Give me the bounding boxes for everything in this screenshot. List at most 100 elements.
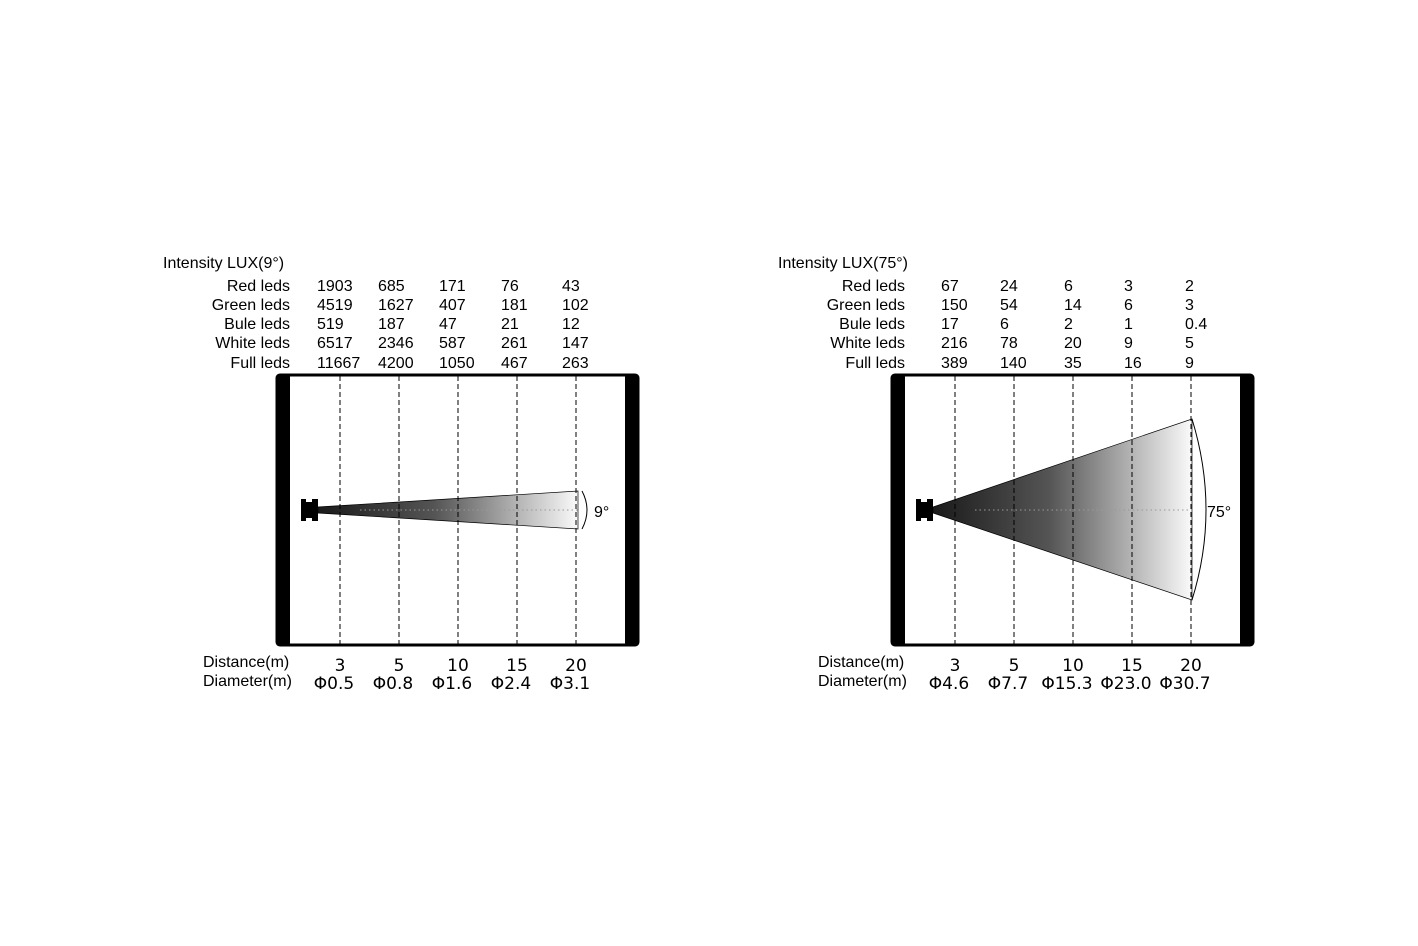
distance-value: 3 (950, 656, 961, 676)
lux-value: 1627 (378, 297, 414, 314)
angle-arc (1191, 418, 1207, 601)
lux-value: 2 (1185, 278, 1194, 295)
right-wall (1240, 374, 1254, 646)
lux-value: 147 (562, 335, 589, 352)
lux-value: 14 (1064, 297, 1082, 314)
lux-value: 2346 (378, 335, 414, 352)
distance-value: 5 (394, 656, 405, 676)
light-beam (932, 418, 1193, 601)
distance-value: 5 (1009, 656, 1020, 676)
diameter-value: Φ0.8 (373, 674, 413, 694)
lux-value: 16 (1124, 355, 1142, 372)
panel-title: Intensity LUX(75°) (778, 255, 908, 272)
lux-value: 4200 (378, 355, 414, 372)
lux-value: 140 (1000, 355, 1027, 372)
beam-angle-label: 75° (1207, 504, 1231, 521)
lux-value: 6517 (317, 335, 353, 352)
fixture-icon (301, 499, 318, 521)
lux-value: 54 (1000, 297, 1018, 314)
lux-value: 6 (1124, 297, 1133, 314)
lux-value: 519 (317, 316, 344, 333)
lux-value: 4519 (317, 297, 353, 314)
diameter-value: Φ30.7 (1159, 674, 1210, 694)
distance-value: 10 (1062, 656, 1084, 676)
row-label: White leds (830, 335, 905, 352)
diameter-value: Φ3.1 (550, 674, 590, 694)
lux-value: 9 (1185, 355, 1194, 372)
lux-value: 150 (941, 297, 968, 314)
lux-value: 2 (1064, 316, 1073, 333)
row-label: White leds (215, 335, 290, 352)
lux-value: 181 (501, 297, 528, 314)
distance-value: 3 (335, 656, 346, 676)
right-wall (625, 374, 639, 646)
lux-value: 261 (501, 335, 528, 352)
distance-value: 20 (1180, 656, 1202, 676)
lux-value: 6 (1000, 316, 1009, 333)
light-beam (317, 490, 579, 530)
lux-value: 43 (562, 278, 580, 295)
lux-value: 20 (1064, 335, 1082, 352)
lux-value: 407 (439, 297, 466, 314)
lux-value: 1 (1124, 316, 1133, 333)
lux-value: 11667 (317, 355, 360, 372)
lux-value: 47 (439, 316, 457, 333)
diameter-value: Φ15.3 (1041, 674, 1092, 694)
lux-value: 6 (1064, 278, 1073, 295)
fixture-icon (916, 499, 933, 521)
lux-value: 102 (562, 297, 589, 314)
lux-value: 17 (941, 316, 959, 333)
diameter-value: Φ7.7 (988, 674, 1028, 694)
distance-value: 10 (447, 656, 469, 676)
lux-value: 3 (1124, 278, 1133, 295)
lux-value: 3 (1185, 297, 1194, 314)
lux-value: 67 (941, 278, 959, 295)
row-label: Bule leds (224, 316, 290, 333)
left-wall (276, 374, 290, 646)
lux-value: 1050 (439, 355, 475, 372)
diameter-label: Diameter(m) (818, 673, 907, 690)
diameter-label: Diameter(m) (203, 673, 292, 690)
row-label: Green leds (212, 297, 290, 314)
panel-title: Intensity LUX(9°) (163, 255, 284, 272)
lux-value: 5 (1185, 335, 1194, 352)
lux-value: 685 (378, 278, 405, 295)
row-label: Full leds (845, 355, 905, 372)
diameter-value: Φ0.5 (314, 674, 354, 694)
distance-value: 15 (1121, 656, 1143, 676)
distance-label: Distance(m) (818, 654, 904, 671)
distance-label: Distance(m) (203, 654, 289, 671)
diameter-value: Φ23.0 (1100, 674, 1151, 694)
lux-value: 216 (941, 335, 968, 352)
lux-value: 587 (439, 335, 466, 352)
left-wall (891, 374, 905, 646)
diameter-value: Φ4.6 (929, 674, 969, 694)
distance-value: 20 (565, 656, 587, 676)
lux-value: 467 (501, 355, 528, 372)
distance-value: 15 (506, 656, 528, 676)
row-label: Green leds (827, 297, 905, 314)
panel-2: Intensity LUX(75°) Red leds 67 24 6 3 2 Green l… (778, 255, 1255, 694)
diameter-value: Φ1.6 (432, 674, 472, 694)
lux-value: 0.4 (1185, 316, 1207, 333)
lux-value: 12 (562, 316, 580, 333)
diameter-value: Φ2.4 (491, 674, 531, 694)
row-label: Full leds (230, 355, 290, 372)
lux-value: 1903 (317, 278, 353, 295)
lux-value: 171 (439, 278, 466, 295)
angle-arc (581, 490, 588, 530)
row-label: Bule leds (839, 316, 905, 333)
beam-angle-label: 9° (594, 504, 609, 521)
lux-value: 24 (1000, 278, 1018, 295)
lux-value: 389 (941, 355, 968, 372)
lux-value: 21 (501, 316, 519, 333)
lux-value: 263 (562, 355, 589, 372)
lux-value: 78 (1000, 335, 1018, 352)
lux-value: 76 (501, 278, 519, 295)
lux-value: 35 (1064, 355, 1082, 372)
panel-1: Intensity LUX(9°) Red leds 1903 685 171 76 43 G… (163, 255, 640, 694)
lux-value: 9 (1124, 335, 1133, 352)
row-label: Red leds (842, 278, 905, 295)
row-label: Red leds (227, 278, 290, 295)
